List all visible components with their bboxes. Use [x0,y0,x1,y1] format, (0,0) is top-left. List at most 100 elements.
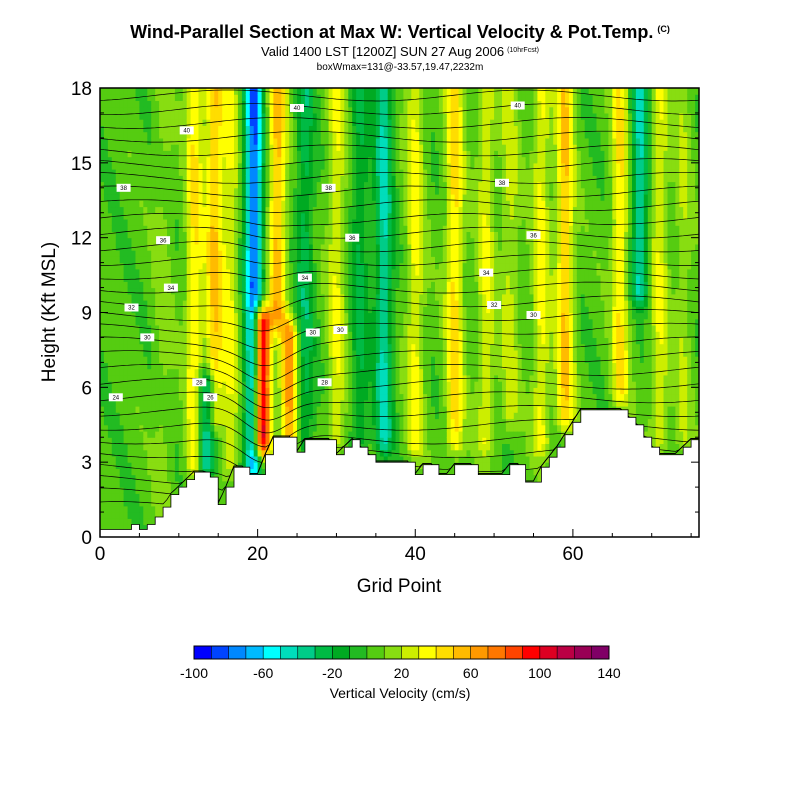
w-cell [249,187,255,195]
w-cell [226,212,231,220]
w-cell [182,424,188,432]
w-cell [237,374,243,382]
w-cell [111,194,117,201]
w-cell [344,293,349,301]
w-cell [123,100,129,108]
w-cell [304,100,310,108]
w-cell [273,237,278,245]
w-cell [222,106,227,114]
w-cell [123,437,129,444]
w-cell [222,368,227,376]
w-cell [139,293,144,301]
w-cell [249,225,255,232]
w-cell [320,293,326,301]
w-cell [218,312,223,320]
w-cell [301,318,306,326]
w-cell [190,256,196,264]
w-cell [241,349,247,357]
w-cell [170,480,176,488]
w-cell [297,206,302,214]
w-cell [304,281,310,289]
w-cell [167,162,172,170]
w-cell [356,349,361,357]
w-cell [163,293,168,301]
w-cell [368,275,373,282]
w-cell [178,169,184,176]
w-cell [186,256,192,264]
w-cell [336,250,341,257]
w-cell [253,399,259,407]
w-cell [119,318,125,326]
w-cell [198,462,203,469]
w-cell [182,293,188,301]
w-cell [241,181,247,189]
w-cell [257,187,263,195]
w-cell [222,144,227,151]
w-cell [206,150,211,158]
w-cell [135,468,140,476]
w-cell [155,349,160,357]
w-cell [107,206,113,214]
w-cell [269,300,274,307]
w-cell [269,381,274,388]
w-cell [304,150,310,158]
w-cell [356,106,361,114]
w-cell [100,524,105,532]
w-cell [194,262,200,270]
w-cell [170,144,176,151]
w-cell [107,150,113,158]
w-cell [210,137,215,145]
w-cell [206,225,211,232]
w-cell [151,206,156,214]
w-cell [190,237,196,245]
w-cell [332,356,337,363]
w-cell [234,318,239,326]
w-cell [324,256,330,264]
w-cell [159,88,164,95]
w-cell [190,275,196,282]
w-cell [210,300,215,307]
w-cell [265,325,270,332]
w-cell [103,337,109,345]
w-cell [127,424,133,432]
w-cell [139,368,144,376]
w-cell [285,256,290,264]
w-cell [352,156,357,164]
w-cell [143,312,148,320]
w-cell [182,212,188,220]
w-cell [265,131,270,139]
w-cell [178,293,184,301]
w-cell [147,349,152,357]
w-cell [253,387,259,395]
w-cell [218,325,223,332]
w-cell [285,94,290,101]
w-cell [131,387,136,395]
w-cell [167,312,172,320]
w-cell [119,162,125,170]
w-cell [234,331,239,338]
w-cell [119,343,125,351]
w-cell [178,194,184,201]
w-cell [293,112,298,120]
w-cell [277,131,282,139]
w-cell [135,206,140,214]
w-cell [348,312,353,320]
w-cell [277,88,282,95]
w-cell [139,262,144,270]
w-cell [340,187,345,195]
w-cell [344,343,349,351]
w-cell [127,119,133,126]
w-cell [360,356,365,363]
w-cell [222,287,227,295]
w-cell [214,262,219,270]
w-cell [163,137,168,145]
w-cell [371,437,377,444]
w-cell [163,231,168,239]
w-cell [312,431,318,438]
w-cell [324,281,330,289]
w-cell [297,112,302,120]
w-cell [281,293,286,301]
w-cell [147,393,152,401]
w-cell [151,112,156,120]
w-cell [202,412,207,420]
